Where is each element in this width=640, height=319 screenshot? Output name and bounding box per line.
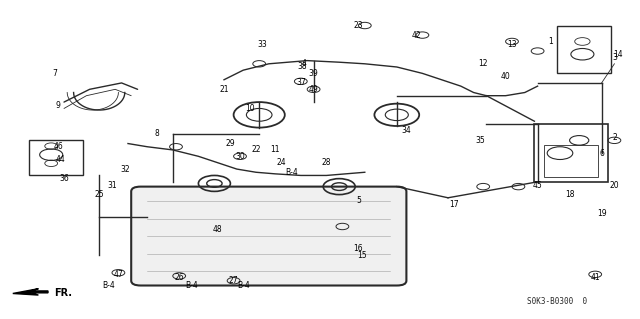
Text: 13: 13 bbox=[507, 40, 517, 49]
Text: 47: 47 bbox=[113, 270, 124, 279]
Text: B-4: B-4 bbox=[237, 281, 250, 290]
Text: 18: 18 bbox=[565, 190, 574, 199]
Bar bbox=[557, 26, 611, 73]
Text: S0K3-B0300  0: S0K3-B0300 0 bbox=[527, 297, 587, 306]
Text: 23: 23 bbox=[353, 21, 364, 30]
Text: 1: 1 bbox=[548, 37, 553, 46]
Bar bbox=[544, 145, 598, 177]
Text: 24: 24 bbox=[276, 158, 287, 167]
Text: B-4: B-4 bbox=[186, 281, 198, 290]
Text: 42: 42 bbox=[411, 31, 421, 40]
Text: 48: 48 bbox=[212, 225, 223, 234]
Text: 16: 16 bbox=[353, 244, 364, 253]
Text: 8: 8 bbox=[154, 130, 159, 138]
Text: 45: 45 bbox=[532, 181, 543, 189]
Text: 46: 46 bbox=[54, 142, 64, 151]
Text: 5: 5 bbox=[356, 197, 361, 205]
Text: 19: 19 bbox=[596, 209, 607, 218]
Text: 21: 21 bbox=[220, 85, 228, 94]
Text: 35: 35 bbox=[475, 136, 485, 145]
Text: 26: 26 bbox=[174, 273, 184, 282]
Text: 31: 31 bbox=[107, 181, 117, 189]
Bar bbox=[29, 140, 83, 175]
FancyBboxPatch shape bbox=[131, 187, 406, 286]
Text: 30: 30 bbox=[235, 152, 245, 161]
Text: 36: 36 bbox=[59, 174, 69, 183]
Text: 11: 11 bbox=[271, 145, 280, 154]
Text: 44: 44 bbox=[56, 155, 66, 164]
Text: 22: 22 bbox=[252, 145, 260, 154]
Text: 12: 12 bbox=[479, 59, 488, 68]
Text: B-4: B-4 bbox=[102, 281, 115, 290]
Text: 32: 32 bbox=[120, 165, 130, 174]
Text: 3: 3 bbox=[612, 53, 617, 62]
Text: 28: 28 bbox=[322, 158, 331, 167]
Bar bbox=[534, 124, 608, 182]
Text: 17: 17 bbox=[449, 200, 460, 209]
Text: 14: 14 bbox=[612, 50, 623, 59]
Text: B-4: B-4 bbox=[285, 168, 298, 177]
Text: 10: 10 bbox=[244, 104, 255, 113]
Text: 20: 20 bbox=[609, 181, 620, 189]
Text: 6: 6 bbox=[599, 149, 604, 158]
Text: 29: 29 bbox=[225, 139, 236, 148]
Text: 9: 9 bbox=[55, 101, 60, 110]
Text: 33: 33 bbox=[257, 40, 268, 49]
Polygon shape bbox=[13, 289, 48, 295]
Text: 7: 7 bbox=[52, 69, 57, 78]
Text: 49: 49 bbox=[308, 85, 319, 94]
Text: 40: 40 bbox=[500, 72, 511, 81]
Text: 2: 2 bbox=[612, 133, 617, 142]
Text: 38: 38 bbox=[297, 63, 307, 71]
Text: 4: 4 bbox=[301, 59, 307, 68]
Text: 34: 34 bbox=[401, 126, 412, 135]
Text: 37: 37 bbox=[296, 78, 306, 87]
Text: 41: 41 bbox=[590, 273, 600, 282]
Text: 25: 25 bbox=[94, 190, 104, 199]
Text: 39: 39 bbox=[308, 69, 319, 78]
Text: FR.: FR. bbox=[54, 287, 72, 298]
Text: 27: 27 bbox=[228, 276, 239, 285]
Text: 15: 15 bbox=[356, 251, 367, 260]
